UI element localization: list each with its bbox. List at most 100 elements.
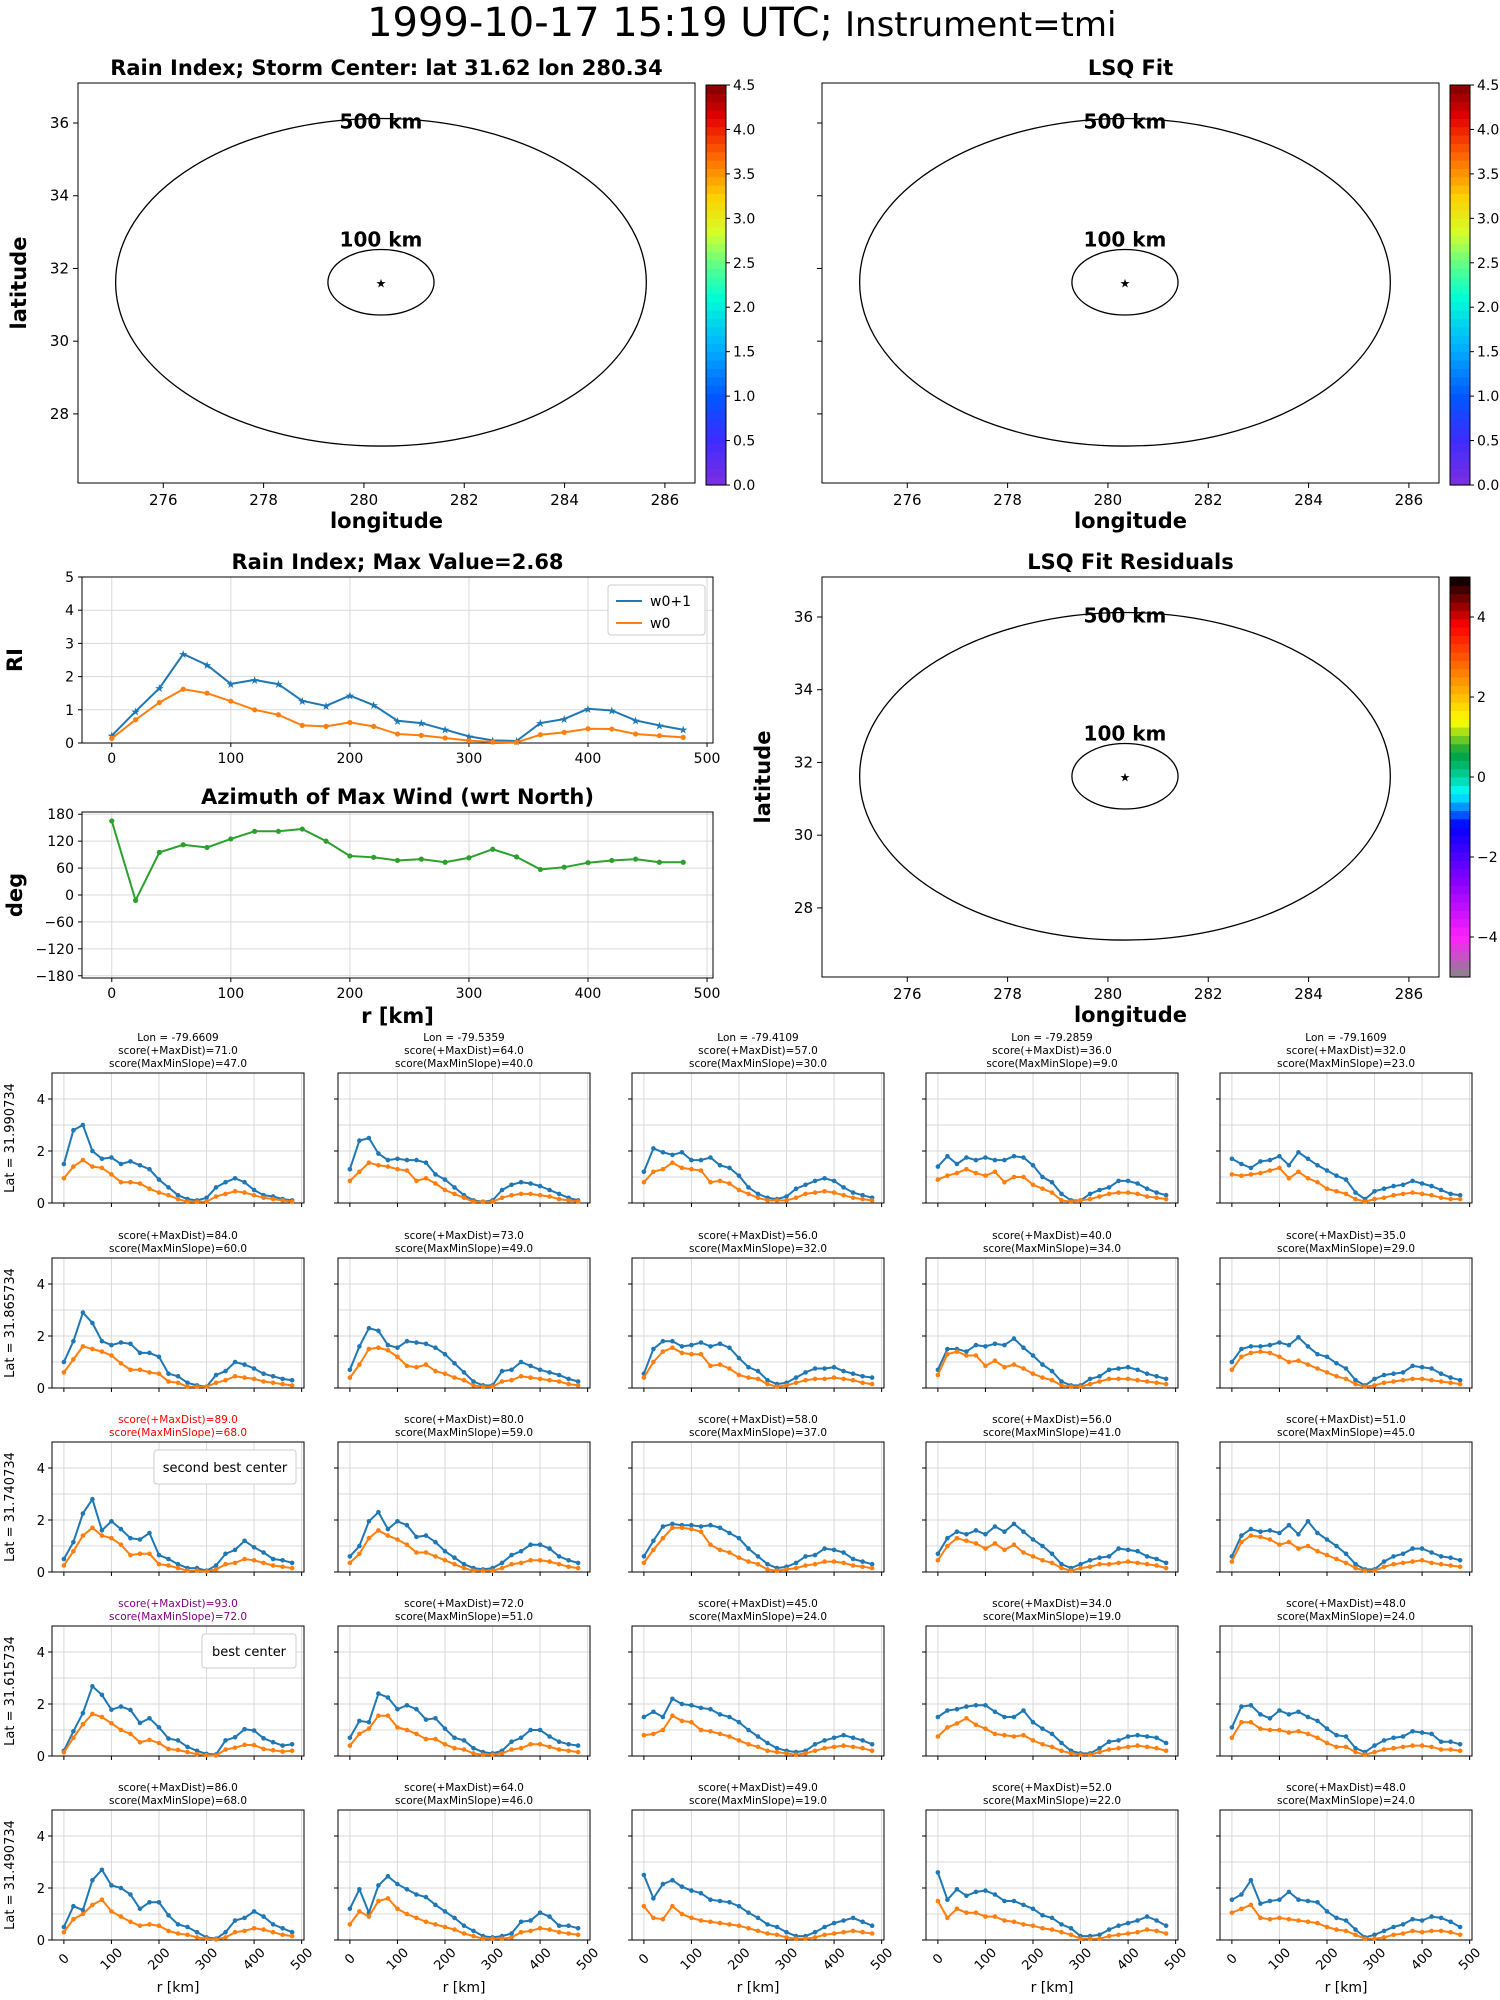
annotation-box [153,1449,297,1485]
panel-point-w0p1 [1429,1550,1434,1555]
rain-index-map-colorbar-step [706,351,726,361]
panel-point-w0 [80,1157,86,1163]
panel-point-w0p1 [670,1152,675,1158]
panel-point-w0 [452,1561,457,1567]
panel-point-w0 [1011,1542,1017,1547]
panel-point-w0p1 [679,1344,685,1349]
panel-point-w0p1 [452,1735,457,1741]
azimuth-profile-point [513,854,520,860]
rain-index-map-frame [77,82,696,484]
panel-point-w0p1 [641,1714,647,1720]
panel-xtick-label: 400 [1409,1945,1437,1973]
panel-point-w0p1 [746,1910,751,1915]
panel-point-w0p1 [404,1887,410,1892]
panel-point-w0 [641,1375,647,1380]
lsq-residuals-map-colorbar-step [1450,935,1470,945]
panel-point-w0 [1002,1918,1007,1923]
panel-point-w0 [765,1931,770,1936]
panel-point-w0 [251,1926,257,1931]
panel-point-w0 [1286,1176,1292,1181]
panel-ytick-label: 4 [37,1093,45,1108]
azimuth-profile-point [680,859,686,865]
panel-point-w0p1 [232,1734,238,1740]
panel-point-w0 [679,1911,685,1917]
panel-point-w0p1 [774,1745,780,1751]
lsq-residuals-map-hotspot [1278,848,1308,866]
rain-index-profile-point: ★ [178,648,188,661]
rain-index-profile-point: ★ [226,678,236,691]
rain-index-profile-point [537,732,543,738]
panel-point-w0 [1144,1561,1150,1567]
rain-index-map-colorbar-label: 2.5 [733,256,755,272]
lsq-residuals-map-colorbar-step [1450,952,1470,961]
panel-point-w0p1 [973,1157,979,1163]
panel-point-w0 [1116,1190,1121,1195]
panel-point-w0p1 [983,1888,988,1893]
panel-point-w0 [1106,1561,1112,1567]
panel-xtick-label: 0 [56,1951,72,1967]
panel-point-w0p1 [280,1743,285,1748]
panel-point-w0p1 [1277,1153,1282,1159]
panel-point-w0 [280,1564,285,1570]
panel-point-w0 [1154,1563,1159,1568]
panel-point-w0 [1305,1919,1311,1925]
panel-point-w0 [660,1727,666,1733]
rain-index-profile-point [656,733,663,739]
panel-point-w0 [954,1721,960,1726]
panel-point-w0p1 [61,1556,67,1562]
lsq-residuals-map-ring-500km [858,611,1391,941]
panel-point-w0 [1248,1719,1254,1725]
panel-point-w0p1 [1239,1161,1244,1167]
panel-xtick-label: 200 [1019,1945,1047,1973]
panel-point-w0 [1011,1362,1017,1367]
panel-point-w0p1 [708,1344,713,1349]
panel-point-w0 [1049,1190,1055,1195]
panel-point-w0p1 [1097,1745,1102,1751]
panel-point-w0 [156,1923,162,1928]
panel-point-w0 [1296,1358,1301,1363]
panel-point-w0 [1068,1199,1074,1204]
rain-index-map-colorbar-step [706,410,726,419]
azimuth-profile-point [180,842,186,848]
panel-point-w0 [831,1190,837,1195]
panel-point-w0p1 [461,1923,467,1928]
rain-index-profile-point [513,739,520,745]
panel-point-w0 [670,1160,675,1165]
rain-index-map-ylabel: latitude [7,237,31,330]
rain-index-map-rain-band [349,272,499,337]
panel-point-w0 [841,1929,846,1935]
rain-index-map-hotspot-halo [557,267,612,300]
panel-point-w0 [983,1173,988,1178]
panel-point-w0p1 [1305,1714,1311,1720]
panel-point-w0 [385,1348,391,1353]
panel-point-w0p1 [1239,1533,1244,1538]
lsq-residuals-map-xlabel: longitude [1074,1003,1187,1027]
panel-xtick-label: 100 [384,1945,412,1973]
panel-point-w0 [822,1932,827,1938]
panel-point-w0p1 [822,1924,827,1930]
panel-point-w0 [1144,1194,1150,1199]
panel-point-w0 [1343,1560,1349,1566]
panel-point-w0 [1135,1929,1140,1935]
panel-point-w0p1 [395,1156,400,1162]
panel-point-w0 [232,1929,238,1935]
panel-point-w0 [964,1538,969,1544]
panel-point-w0p1 [1296,1335,1301,1340]
rain-index-profile-point [609,726,615,732]
panel-point-w0 [698,1727,704,1733]
panel-xtick-label: 200 [431,1945,459,1973]
panel-point-w0p1 [992,1709,998,1715]
panel-point-w0 [973,1170,979,1176]
panel-point-w0 [1381,1564,1387,1570]
panel-point-w0 [1049,1377,1055,1383]
panel-point-w0 [803,1377,808,1383]
score-maxminslope: score(MaxMinSlope)=24.0 [689,1611,827,1623]
panel-point-w0 [1305,1176,1311,1181]
panel-point-w0 [1267,1168,1273,1173]
lsq-residuals-map-colorbar-step [1450,702,1470,711]
panel-point-w0 [1068,1568,1074,1573]
panel-point-w0 [822,1376,827,1382]
panel-point-w0 [261,1927,266,1932]
panel-point-w0 [755,1928,761,1934]
panel-point-w0 [1163,1931,1169,1936]
